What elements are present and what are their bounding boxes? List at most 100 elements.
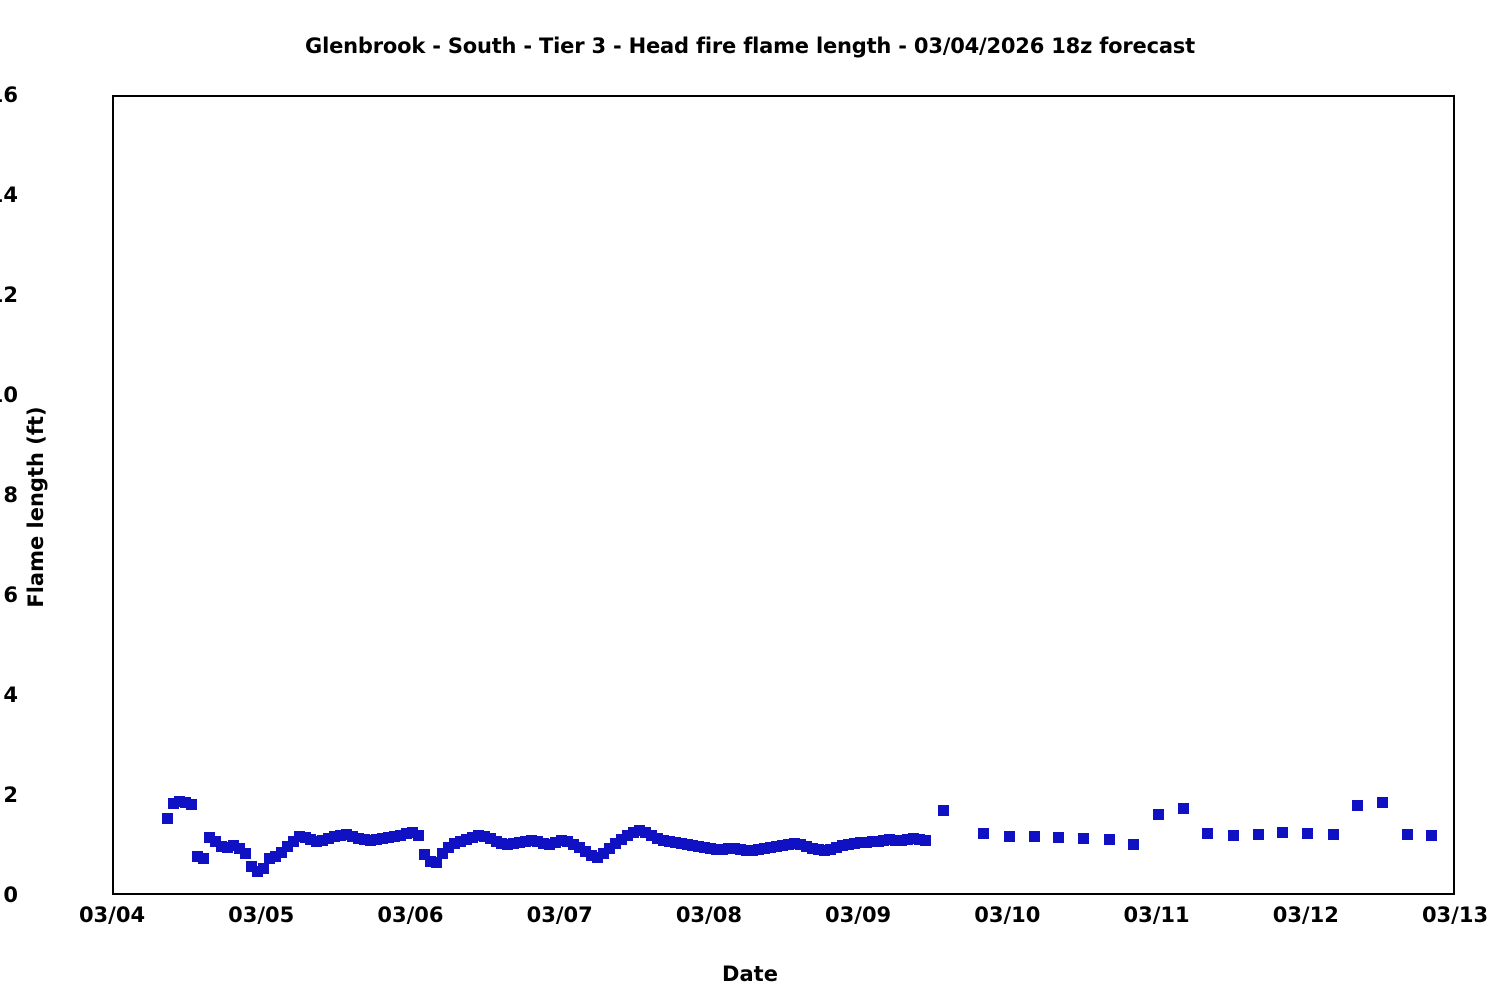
plot-area bbox=[112, 95, 1455, 895]
data-point bbox=[896, 834, 908, 846]
data-point bbox=[365, 834, 377, 846]
data-point bbox=[383, 831, 395, 843]
data-point bbox=[562, 835, 574, 847]
data-point bbox=[1127, 839, 1139, 850]
data-point bbox=[1327, 828, 1339, 840]
data-point bbox=[538, 837, 550, 849]
data-point bbox=[1029, 830, 1041, 842]
data-point bbox=[239, 847, 251, 859]
data-point bbox=[323, 832, 335, 844]
x-tick-label: 03/04 bbox=[78, 903, 146, 927]
data-point bbox=[1078, 832, 1090, 844]
data-point bbox=[353, 832, 365, 844]
data-point bbox=[520, 835, 532, 847]
data-point bbox=[699, 841, 711, 853]
data-point bbox=[806, 842, 818, 854]
data-point bbox=[168, 797, 180, 809]
data-point bbox=[794, 838, 806, 850]
data-point bbox=[227, 839, 239, 851]
data-point bbox=[639, 826, 651, 838]
x-tick-label: 03/05 bbox=[228, 903, 295, 927]
y-tick-label: 0 bbox=[3, 883, 18, 907]
data-point bbox=[251, 865, 263, 877]
data-point bbox=[1302, 827, 1314, 839]
y-tick-label: 14 bbox=[0, 183, 18, 207]
data-point bbox=[884, 833, 896, 845]
data-point bbox=[723, 842, 735, 854]
data-point bbox=[711, 843, 723, 855]
data-point bbox=[580, 845, 592, 857]
data-point bbox=[544, 838, 556, 850]
data-point bbox=[645, 829, 657, 841]
data-point bbox=[275, 846, 287, 858]
x-tick-label: 03/06 bbox=[377, 903, 444, 927]
data-point bbox=[914, 833, 926, 845]
data-point bbox=[341, 828, 353, 840]
data-point bbox=[759, 842, 771, 854]
data-point bbox=[1426, 829, 1438, 841]
data-point bbox=[532, 835, 544, 847]
x-tick-label: 03/11 bbox=[1123, 903, 1190, 927]
data-point bbox=[400, 827, 412, 839]
x-tick-label: 03/13 bbox=[1421, 903, 1489, 927]
data-point bbox=[460, 833, 472, 845]
data-point bbox=[293, 830, 305, 842]
data-point bbox=[848, 837, 860, 849]
data-point bbox=[771, 840, 783, 852]
data-point bbox=[174, 795, 186, 807]
data-point bbox=[424, 855, 436, 867]
data-point bbox=[299, 831, 311, 843]
data-point bbox=[800, 840, 812, 852]
data-point bbox=[1253, 828, 1265, 840]
data-point bbox=[782, 838, 794, 850]
data-point bbox=[818, 844, 830, 856]
data-point bbox=[812, 843, 824, 855]
data-point bbox=[395, 829, 406, 841]
data-point bbox=[574, 841, 586, 853]
data-point bbox=[705, 842, 717, 854]
data-point bbox=[347, 830, 359, 842]
data-point bbox=[162, 813, 174, 824]
data-point bbox=[663, 835, 675, 847]
data-point bbox=[609, 837, 621, 849]
data-point bbox=[550, 836, 562, 848]
data-point bbox=[753, 843, 765, 855]
data-point bbox=[430, 856, 442, 868]
data-point bbox=[484, 832, 496, 844]
y-tick-label: 16 bbox=[0, 83, 18, 107]
data-point bbox=[633, 824, 645, 836]
data-point bbox=[186, 798, 198, 810]
data-point bbox=[747, 844, 759, 856]
data-point bbox=[377, 832, 389, 844]
data-point bbox=[472, 829, 484, 841]
data-point bbox=[860, 836, 872, 848]
data-point bbox=[878, 834, 890, 846]
data-point bbox=[436, 847, 448, 859]
data-point bbox=[490, 835, 502, 847]
data-point bbox=[591, 851, 603, 863]
y-tick-label: 8 bbox=[3, 483, 18, 507]
data-point bbox=[854, 836, 866, 848]
data-point bbox=[830, 841, 842, 853]
data-point bbox=[454, 835, 466, 847]
y-tick-label: 2 bbox=[3, 783, 18, 807]
data-point bbox=[586, 849, 597, 861]
data-point bbox=[412, 829, 424, 841]
data-point bbox=[466, 831, 478, 843]
data-point bbox=[681, 838, 693, 850]
data-point bbox=[233, 842, 245, 854]
data-point bbox=[908, 832, 920, 844]
data-point bbox=[281, 840, 293, 852]
data-point bbox=[615, 833, 627, 845]
data-point bbox=[597, 847, 609, 859]
data-point bbox=[1376, 796, 1388, 808]
data-point bbox=[198, 852, 210, 864]
data-point bbox=[215, 840, 227, 852]
y-axis-title: Flame length (ft) bbox=[24, 406, 48, 608]
data-point bbox=[687, 839, 699, 851]
y-tick-label: 4 bbox=[3, 683, 18, 707]
data-point bbox=[729, 842, 741, 854]
data-point bbox=[305, 833, 317, 845]
data-point bbox=[621, 829, 633, 841]
